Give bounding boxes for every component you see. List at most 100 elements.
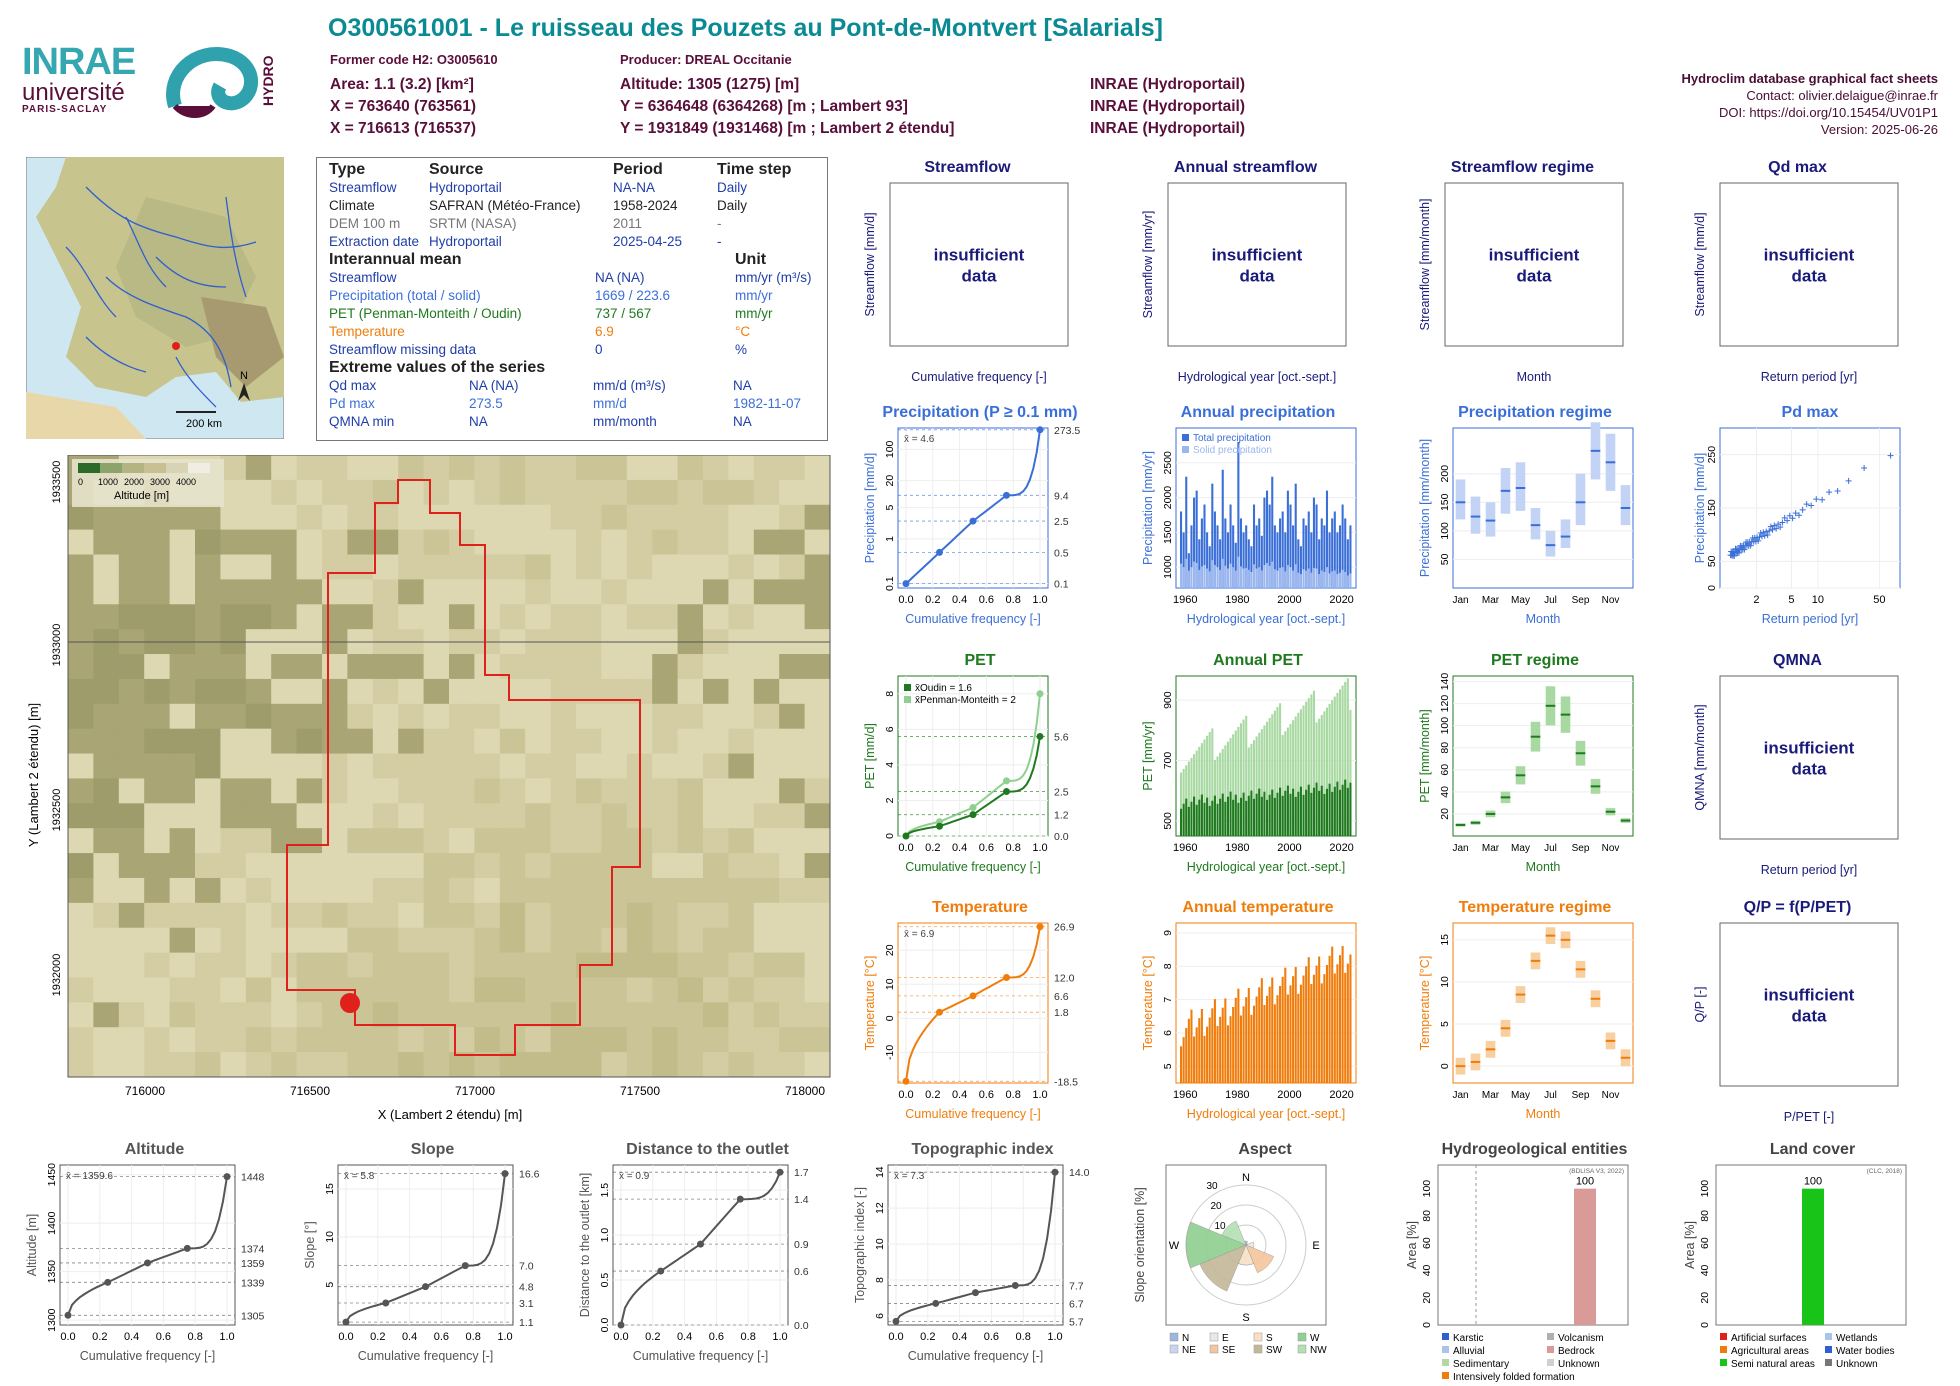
bar [1206, 568, 1209, 588]
bar [1226, 568, 1229, 588]
dem-cell [68, 753, 94, 779]
dem-cell [398, 853, 425, 879]
dem-cell [677, 902, 704, 929]
plot-frame [889, 182, 1069, 347]
bar [1198, 569, 1201, 588]
bar [1346, 963, 1349, 1083]
dem-cell [398, 604, 425, 630]
dem-cell [601, 1052, 628, 1078]
insufficient-label: insufficient [1764, 986, 1855, 1005]
bar [1203, 1035, 1206, 1083]
dem-cell [245, 753, 272, 779]
dem-cell [779, 529, 806, 556]
doi-link[interactable]: DOI: https://doi.org/10.15454/UV01P1 [1719, 105, 1938, 120]
th-source: Source [429, 161, 484, 178]
dem-cell [347, 579, 374, 605]
dem-cell [68, 977, 94, 1003]
dem-cell [779, 853, 806, 879]
dem-cell [576, 703, 602, 730]
former-code: Former code H2: O3005610 [330, 52, 498, 67]
bar [1341, 569, 1344, 588]
bar [1234, 570, 1237, 588]
cell: Extraction date [329, 234, 420, 249]
dem-cell [804, 479, 831, 506]
dem-cell [576, 529, 602, 556]
legend-swatch [1297, 1344, 1307, 1354]
dem-cell [372, 554, 399, 580]
bar [1271, 977, 1274, 1083]
y-tick-label: 50 [1439, 553, 1451, 565]
fact-sheet-info: Hydroclim database graphical fact sheets… [1682, 70, 1938, 138]
bar [1255, 736, 1258, 836]
dem-cell [474, 1002, 501, 1028]
x-axis-label: Cumulative frequency [-] [911, 370, 1046, 384]
y-axis-label: Distance to the outlet [km] [578, 1173, 592, 1318]
bar [1315, 568, 1318, 588]
legend-swatch [1442, 1333, 1449, 1340]
data-point [1803, 501, 1810, 508]
dem-cell [779, 1027, 806, 1053]
dem-cell [728, 604, 755, 630]
catchment-dem-map: 0 1000 2000 3000 4000 Altitude [m] 71600… [26, 455, 831, 1122]
y-tick-label: 1300 [46, 1308, 58, 1332]
dem-cell [779, 1052, 806, 1078]
dem-cell [220, 877, 247, 904]
panel-title: Streamflow [924, 159, 1011, 176]
y-tick-label: 2000 [1162, 486, 1174, 510]
dem-cell [779, 753, 806, 779]
dem-cell [779, 604, 806, 630]
bar [1260, 535, 1263, 588]
y-tick-label: 15 [1439, 934, 1451, 946]
dem-cell [499, 604, 526, 630]
bar [1333, 696, 1336, 836]
dem-cell [245, 504, 272, 531]
dem-cell [296, 728, 323, 755]
dem-cell [68, 803, 94, 829]
bar [1258, 788, 1261, 836]
legend-tick: 1000 [98, 477, 118, 487]
bar [1237, 556, 1240, 588]
rose-sector [1221, 1220, 1247, 1246]
dem-cell [728, 728, 755, 755]
dem-cell [626, 1052, 653, 1078]
bar [1299, 786, 1302, 836]
dem-cell [449, 654, 475, 680]
data-point [1779, 519, 1786, 526]
x-tick-label: 0.0 [888, 1331, 903, 1343]
dem-cell [525, 654, 552, 680]
dem-cell [525, 977, 552, 1003]
x-axis-label: Cumulative frequency [-] [905, 1107, 1040, 1121]
y-tick-label: 20 [1439, 808, 1451, 820]
bar [1333, 973, 1336, 1083]
table-row: Streamflow Hydroportail NA-NA Daily [327, 179, 793, 197]
contact[interactable]: Contact: olivier.delaigue@inrae.fr [1746, 88, 1938, 103]
data-point [1771, 522, 1778, 529]
dem-cell [779, 828, 806, 854]
dem-cell [93, 877, 120, 904]
dem-cell [68, 828, 94, 854]
bar [1294, 967, 1297, 1083]
x-tick-label: 0.6 [979, 594, 994, 606]
bar [1198, 1018, 1201, 1083]
y-tick-label: 9 [1162, 930, 1174, 936]
dem-cell [144, 902, 171, 929]
dem-cell [398, 753, 425, 779]
dem-cell [576, 902, 602, 929]
dem-cell [93, 952, 120, 978]
dem-cell [423, 554, 450, 580]
data-point [1784, 517, 1791, 524]
dem-cell [525, 1027, 552, 1053]
right-tick-label: 1.7 [794, 1167, 809, 1179]
bar [1292, 720, 1295, 836]
dem-cell [626, 504, 653, 531]
bar [1260, 796, 1263, 836]
bar [1252, 564, 1256, 588]
cell: mm/d (m³/s) [593, 378, 666, 393]
dem-cell [474, 504, 501, 531]
dem-cell [474, 529, 501, 556]
bar [1266, 490, 1269, 588]
x-axis-label: Cumulative frequency [-] [908, 1349, 1043, 1363]
